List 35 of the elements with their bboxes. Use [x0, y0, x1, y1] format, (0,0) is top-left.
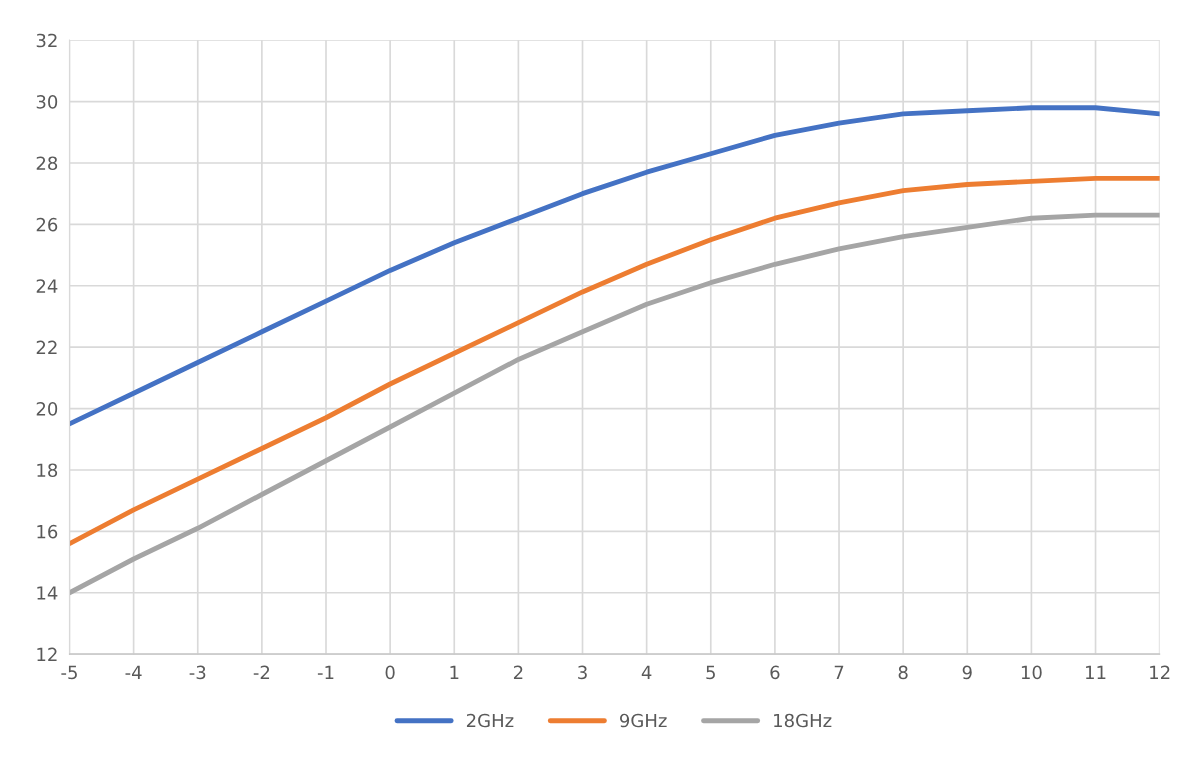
- x-tick-label: 11: [1086, 665, 1106, 679]
- y-tick-label: 22: [36, 340, 57, 355]
- line-series: [69, 175, 1160, 547]
- line-series: [69, 105, 1160, 427]
- legend-label: 2GHz: [466, 713, 514, 728]
- legend-label: 9GHz: [620, 713, 667, 728]
- y-tick-label: 14: [37, 586, 58, 600]
- y-tick-label: 24: [36, 279, 58, 293]
- x-tick-label: -2: [253, 665, 270, 679]
- x-tick-label: 8: [898, 665, 908, 680]
- x-tick-label: 4: [641, 665, 652, 679]
- x-tick-label: 7: [834, 665, 844, 679]
- x-tick-label: 3: [578, 665, 587, 680]
- y-tick-label: 32: [36, 33, 57, 48]
- y-tick-label: 30: [36, 95, 58, 109]
- x-tick-label: -3: [189, 665, 206, 680]
- y-tick-label: 20: [36, 402, 58, 416]
- x-tick-label: -5: [61, 665, 77, 680]
- x-tick-label: 9: [962, 665, 972, 680]
- x-tick-label: 12: [1150, 665, 1170, 679]
- x-tick-label: 2: [513, 665, 523, 679]
- x-tick-label: 5: [706, 665, 715, 680]
- legend-label: 18GHz: [774, 713, 832, 728]
- x-tick-label: 1: [450, 665, 459, 679]
- y-tick-label: 16: [37, 524, 58, 539]
- line-series: [69, 212, 1160, 596]
- x-tick-label: -4: [125, 665, 142, 679]
- x-tick-label: 6: [770, 665, 780, 680]
- y-tick-label: 26: [36, 217, 58, 232]
- x-tick-label: 0: [385, 665, 395, 680]
- y-tick-label: 28: [36, 156, 58, 171]
- y-tick-label: 18: [37, 463, 58, 478]
- x-tick-label: -1: [317, 665, 334, 679]
- x-tick-label: 10: [1021, 665, 1042, 680]
- y-tick-label: 12: [37, 647, 57, 662]
